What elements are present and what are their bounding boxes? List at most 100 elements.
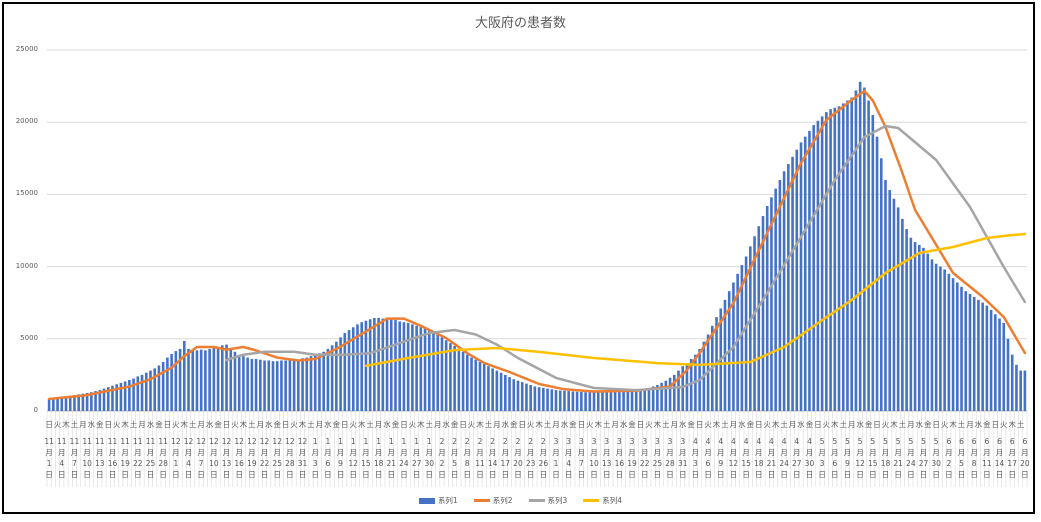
- x-weekday-label: 水: [738, 420, 746, 429]
- bar: [449, 343, 452, 411]
- x-weekday-label: 土: [366, 420, 374, 429]
- x-date-label: 4月30日: [804, 437, 815, 479]
- x-date-label: 12月7日: [196, 437, 206, 479]
- x-weekday-label: 木: [180, 420, 189, 429]
- x-weekday-label: 土: [70, 420, 79, 429]
- bar: [672, 374, 676, 411]
- chart-title: 大阪府の患者数: [474, 16, 566, 31]
- x-weekday-label: 金: [450, 420, 459, 429]
- bar: [330, 345, 334, 411]
- x-weekday-label: 木: [476, 420, 484, 429]
- x-date-label: 3月13日: [601, 437, 612, 479]
- bar: [917, 244, 921, 411]
- x-date-label: 1月30日: [424, 437, 435, 479]
- bar: [909, 237, 913, 411]
- bar: [90, 392, 93, 411]
- bar: [626, 391, 630, 411]
- x-weekday-label: 木: [831, 420, 839, 429]
- x-weekday-label: 金: [510, 420, 518, 429]
- bar: [267, 360, 271, 411]
- bar: [1023, 370, 1027, 411]
- legend-item-series1[interactable]: 系列1: [418, 495, 458, 506]
- x-date-label: 2月8日: [463, 437, 472, 479]
- bar: [263, 360, 266, 411]
- legend-item-series2[interactable]: 系列2: [473, 495, 513, 506]
- x-weekday-label: 木: [239, 420, 248, 429]
- bar: [466, 354, 469, 411]
- x-weekday-label: 金: [273, 420, 281, 429]
- x-date-label: 12月25日: [272, 437, 282, 479]
- x-date-label: 3月1日: [552, 437, 560, 479]
- bar: [68, 395, 72, 411]
- x-date-label: 2月17日: [500, 437, 511, 479]
- bar: [102, 388, 106, 411]
- x-date-label: 6月11日: [982, 437, 992, 479]
- legend: 系列1 系列2 系列3 系列4: [0, 495, 1041, 506]
- bar: [841, 103, 845, 411]
- x-weekday-label: 日: [577, 420, 586, 429]
- bar: [820, 116, 824, 411]
- series-line-2: [47, 89, 1027, 401]
- x-date-label: 3月19日: [627, 437, 637, 479]
- bar: [237, 354, 241, 411]
- bar: [994, 314, 997, 411]
- bar: [613, 391, 617, 411]
- chart-frame: [2, 2, 1035, 514]
- bar: [580, 391, 583, 411]
- x-weekday-label: 月: [611, 420, 619, 429]
- x-date-label: 3月25日: [652, 437, 663, 479]
- x-weekday-label: 火: [645, 420, 653, 429]
- x-date-label: 4月15日: [741, 437, 751, 479]
- bar: [765, 205, 769, 411]
- x-date-label: 11月13日: [95, 437, 105, 479]
- bar: [542, 387, 545, 411]
- bar: [478, 361, 482, 411]
- x-weekday-label: 水: [87, 420, 96, 429]
- legend-item-series4[interactable]: 系列4: [583, 495, 622, 506]
- x-weekday-label: 水: [619, 420, 628, 429]
- bar: [322, 351, 325, 411]
- x-weekday-label: 水: [797, 420, 805, 429]
- legend-label: 系列4: [602, 496, 623, 505]
- x-date-label: 6月5日: [957, 437, 966, 479]
- x-date-label: 2月14日: [487, 437, 498, 479]
- bar: [901, 218, 904, 411]
- bar: [436, 334, 440, 411]
- x-weekday-label: 木: [890, 420, 898, 429]
- x-date-label: 3月31日: [677, 437, 688, 479]
- x-weekday-label: 日: [341, 420, 349, 429]
- bar: [588, 392, 592, 411]
- bar: [389, 319, 393, 411]
- y-tick-label: 25000: [15, 45, 38, 53]
- bar: [140, 374, 144, 411]
- x-weekday-label: 火: [290, 420, 298, 429]
- x-weekday-label: 火: [53, 420, 62, 429]
- x-weekday-label: 金: [569, 420, 577, 429]
- x-weekday-label: 月: [966, 420, 974, 429]
- x-weekday-label: 土: [898, 420, 907, 429]
- bar: [170, 353, 173, 411]
- x-weekday-label: 火: [940, 420, 949, 429]
- x-weekday-label: 木: [121, 420, 129, 429]
- x-date-label: 4月18日: [753, 437, 764, 479]
- bar: [56, 398, 59, 411]
- x-date-label: 2月23日: [525, 437, 536, 479]
- bar: [770, 197, 773, 411]
- bar: [470, 357, 473, 411]
- x-weekday-label: 火: [881, 420, 890, 429]
- x-weekday-label: 日: [163, 420, 172, 429]
- x-date-label: 11月25日: [145, 437, 156, 479]
- x-date-label: 3月22日: [639, 437, 650, 479]
- bar: [187, 348, 190, 411]
- bar: [1006, 338, 1010, 411]
- x-date-label: 12月28日: [285, 437, 295, 479]
- x-weekday-label: 火: [349, 420, 358, 429]
- x-weekday-label: 金: [332, 420, 341, 429]
- x-weekday-label: 水: [442, 420, 450, 429]
- legend-item-series3[interactable]: 系列3: [528, 495, 567, 506]
- x-weekday-label: 火: [408, 420, 417, 429]
- x-date-label: 5月30日: [931, 437, 941, 479]
- bar: [782, 171, 786, 411]
- x-weekday-label: 火: [231, 420, 239, 429]
- x-weekday-label: 月: [670, 420, 679, 429]
